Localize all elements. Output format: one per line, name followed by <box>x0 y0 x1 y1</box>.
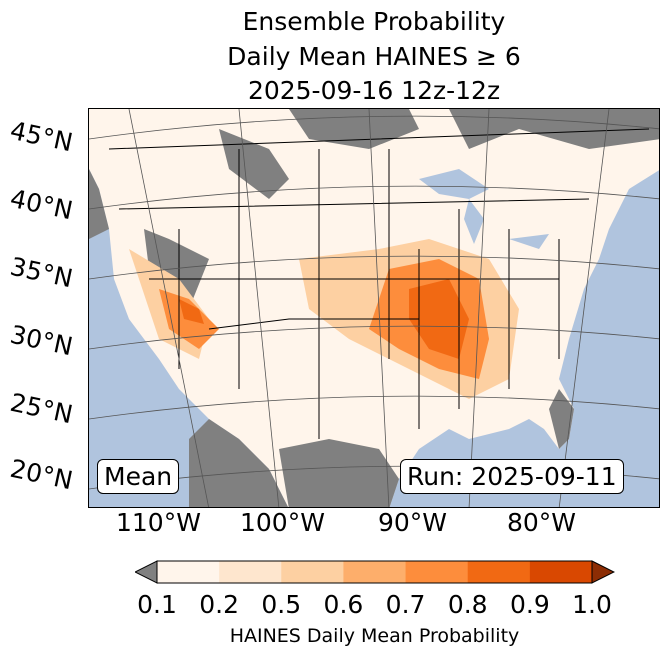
title-line-2: Daily Mean HAINES ≥ 6 <box>227 42 521 71</box>
colorbar-tick-label: 0.2 <box>199 590 240 619</box>
colorbar-segment <box>529 561 593 583</box>
colorbar-outline <box>156 560 593 584</box>
colorbar <box>135 560 615 584</box>
run-date-box: Run: 2025-09-11 <box>400 459 624 494</box>
lon-label-90: 90°W <box>378 508 448 537</box>
title-line-1: Ensemble Probability <box>242 7 506 36</box>
colorbar-tick-label: 0.8 <box>447 590 488 619</box>
lon-label-100: 100°W <box>240 508 325 537</box>
colorbar-over-arrow <box>591 560 615 584</box>
colorbar-under-arrow <box>135 560 158 584</box>
prob-area-high <box>159 259 489 379</box>
lat-label-25: 25°N <box>7 387 76 430</box>
lat-label-30: 30°N <box>7 319 76 362</box>
colorbar-segment <box>219 561 282 583</box>
land-gray-mexico <box>279 439 399 507</box>
lat-label-40: 40°N <box>7 183 76 226</box>
great-lakes <box>419 169 549 249</box>
title-line-3: 2025-09-16 12z-12z <box>247 76 501 105</box>
colorbar-segment <box>343 561 407 583</box>
stat-label-box: Mean <box>97 459 180 494</box>
state-borders <box>108 128 650 439</box>
colorbar-tick-label: 0.7 <box>385 590 426 619</box>
lon-label-80: 80°W <box>507 508 577 537</box>
colorbar-segment <box>281 561 344 583</box>
lat-label-45: 45°N <box>7 115 76 158</box>
probability-map <box>88 108 660 508</box>
colorbar-tick-label: 0.5 <box>261 590 302 619</box>
graticule <box>89 109 659 507</box>
colorbar-segment <box>157 561 220 583</box>
lat-label-20: 20°N <box>7 453 76 496</box>
colorbar-segment <box>405 561 469 583</box>
colorbar-segment <box>467 561 531 583</box>
colorbar-tick-label: 0.9 <box>509 590 550 619</box>
map-canvas <box>89 109 659 507</box>
colorbar-tick-label: 0.6 <box>323 590 364 619</box>
lon-label-110: 110°W <box>116 508 201 537</box>
lat-label-35: 35°N <box>7 251 76 294</box>
colorbar-tick-label: 0.1 <box>137 590 177 619</box>
colorbar-tick-label: 1.0 <box>572 590 612 619</box>
colorbar-label: HAINES Daily Mean Probability <box>229 625 520 647</box>
